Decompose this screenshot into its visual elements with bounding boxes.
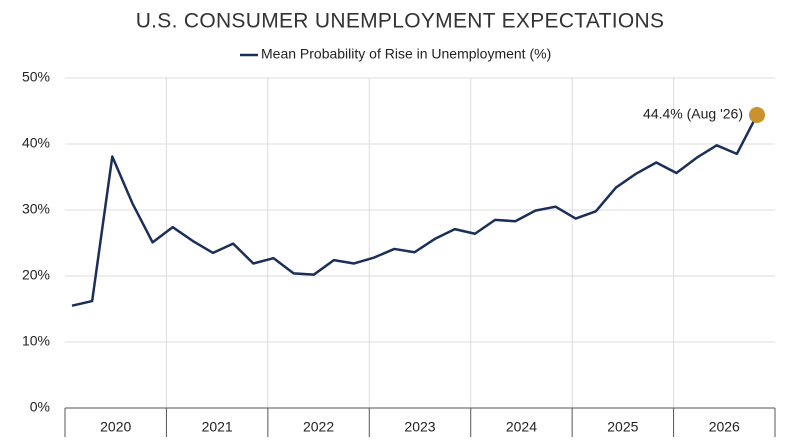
- y-tick-label: 10%: [22, 333, 50, 349]
- x-group-label: 2026: [709, 419, 740, 435]
- legend-label: Mean Probability of Rise in Unemployment…: [261, 46, 551, 62]
- y-tick-label: 50%: [22, 69, 50, 85]
- x-group-label: 2020: [100, 419, 131, 435]
- x-group-label: 2021: [202, 419, 233, 435]
- series-line: [71, 114, 759, 307]
- x-group-label: 2023: [404, 419, 435, 435]
- y-tick-label: 30%: [22, 201, 50, 217]
- x-group-label: 2022: [303, 419, 334, 435]
- y-tick-label: 20%: [22, 267, 50, 283]
- chart-title: U.S. CONSUMER UNEMPLOYMENT EXPECTATIONS: [136, 10, 665, 33]
- highlight-marker: [749, 106, 765, 123]
- y-tick-label: 40%: [22, 135, 50, 151]
- y-tick-label: 0%: [30, 399, 50, 415]
- x-group-label: 2025: [607, 419, 638, 435]
- annotation: 44.4% (Aug '26): [643, 106, 743, 122]
- x-group-label: 2024: [506, 419, 537, 435]
